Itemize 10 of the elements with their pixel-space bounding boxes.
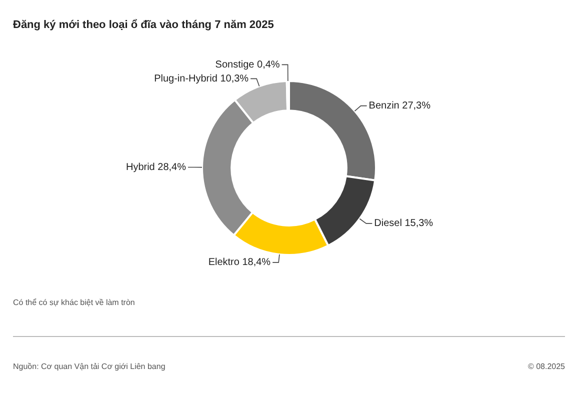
chart-title: Đăng ký mới theo loại ổ đĩa vào tháng 7 năm 2025 [13, 19, 274, 31]
text: © 08.2025 [528, 362, 565, 371]
slice-label: Hybrid 28,4% [126, 162, 186, 174]
slice-label: Sonstige 0,4% [215, 59, 280, 70]
text: Nguồn: Cơ quan Vận tải Cơ giới Liên bang [13, 362, 166, 371]
slice-label: Benzin 27,3% [368, 100, 431, 112]
slice-label: Diesel 15,3% [374, 218, 434, 230]
slice-label: Elektro 18,4% [208, 257, 271, 268]
slice-label: Plug-in-Hybrid 10,3% [154, 73, 249, 84]
text: Có thể có sự khác biệt về làm tròn [13, 298, 135, 307]
